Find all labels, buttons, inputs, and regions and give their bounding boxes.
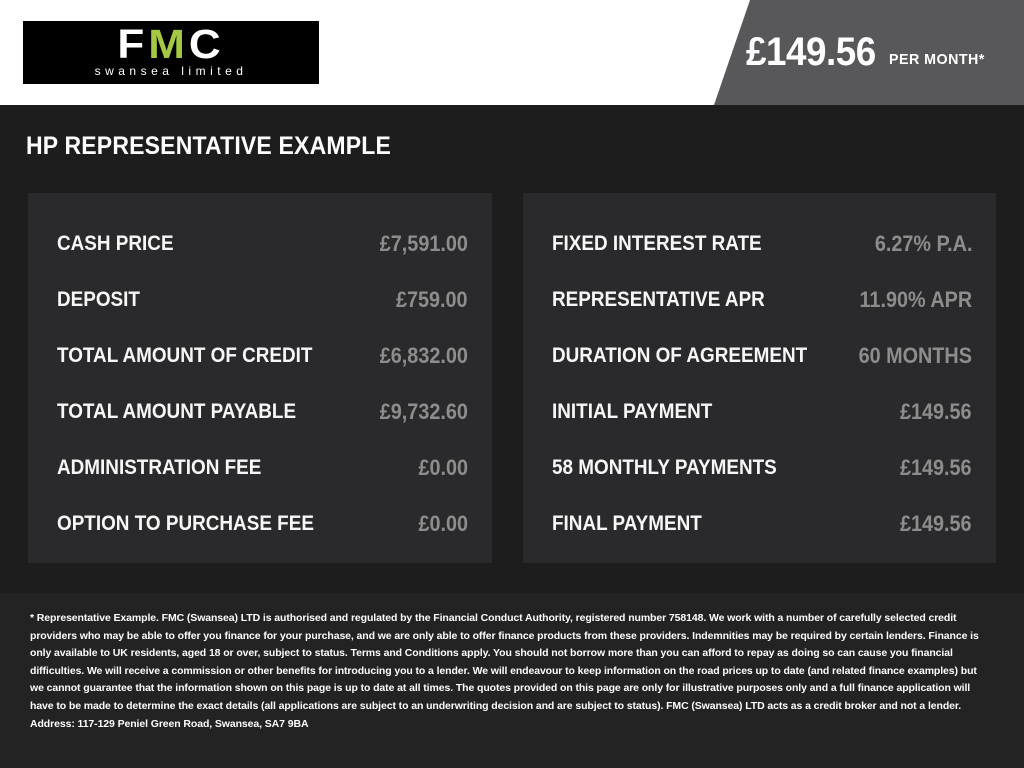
row-label: FINAL PAYMENT xyxy=(552,512,702,535)
logo-letter-c: C xyxy=(188,22,225,68)
logo-letter-m: M xyxy=(148,22,189,68)
row-value: £0.00 xyxy=(418,511,468,536)
monthly-price-amount: £149.56 xyxy=(746,30,876,74)
finance-row-total-payable: TOTAL AMOUNT PAYABLE £9,732.60 xyxy=(28,384,492,440)
finance-row-monthly-payments: 58 MONTHLY PAYMENTS £149.56 xyxy=(523,440,996,496)
row-label: DURATION OF AGREEMENT xyxy=(552,344,808,367)
fmc-logo: F M C swansea limited xyxy=(23,21,319,84)
page-title: HP REPRESENTATIVE EXAMPLE xyxy=(26,132,392,160)
row-label: CASH PRICE xyxy=(57,232,174,255)
page-header: F M C swansea limited £149.56 PER MONTH* xyxy=(0,0,1024,105)
monthly-price-banner: £149.56 PER MONTH* xyxy=(714,0,1024,105)
row-label: TOTAL AMOUNT OF CREDIT xyxy=(57,344,313,367)
row-label: 58 MONTHLY PAYMENTS xyxy=(552,456,777,479)
page-footer: * Representative Example. FMC (Swansea) … xyxy=(0,593,1024,768)
finance-row-apr: REPRESENTATIVE APR 11.90% APR xyxy=(523,272,996,328)
row-value: £149.56 xyxy=(900,511,972,536)
row-value: 60 MONTHS xyxy=(858,343,972,368)
row-value: £759.00 xyxy=(396,287,468,312)
row-label: ADMINISTRATION FEE xyxy=(57,456,262,479)
row-value: £149.56 xyxy=(900,455,972,480)
row-label: INITIAL PAYMENT xyxy=(552,400,713,423)
logo-subtitle: swansea limited xyxy=(94,64,248,78)
monthly-price-period: PER MONTH* xyxy=(889,51,985,68)
row-label: DEPOSIT xyxy=(57,288,140,311)
finance-panel-right: FIXED INTEREST RATE 6.27% P.A. REPRESENT… xyxy=(523,193,996,563)
row-value: 11.90% APR xyxy=(859,287,972,312)
row-value: £149.56 xyxy=(900,399,972,424)
finance-row-cash-price: CASH PRICE £7,591.00 xyxy=(28,216,492,272)
finance-row-duration: DURATION OF AGREEMENT 60 MONTHS xyxy=(523,328,996,384)
row-value: 6.27% P.A. xyxy=(874,231,972,256)
row-label: REPRESENTATIVE APR xyxy=(552,288,765,311)
finance-row-deposit: DEPOSIT £759.00 xyxy=(28,272,492,328)
finance-panel-left: CASH PRICE £7,591.00 DEPOSIT £759.00 TOT… xyxy=(28,193,492,563)
finance-row-option-fee: OPTION TO PURCHASE FEE £0.00 xyxy=(28,496,492,552)
row-label: OPTION TO PURCHASE FEE xyxy=(57,512,314,535)
finance-row-admin-fee: ADMINISTRATION FEE £0.00 xyxy=(28,440,492,496)
row-label: TOTAL AMOUNT PAYABLE xyxy=(57,400,297,423)
row-value: £9,732.60 xyxy=(379,399,468,424)
finance-row-final-payment: FINAL PAYMENT £149.56 xyxy=(523,496,996,552)
row-value: £7,591.00 xyxy=(379,231,468,256)
row-label: FIXED INTEREST RATE xyxy=(552,232,762,255)
fmc-logo-wordmark: F M C xyxy=(117,22,225,68)
disclaimer-text: * Representative Example. FMC (Swansea) … xyxy=(30,612,979,730)
row-value: £0.00 xyxy=(418,455,468,480)
finance-row-interest-rate: FIXED INTEREST RATE 6.27% P.A. xyxy=(523,216,996,272)
logo-letter-f: F xyxy=(117,22,149,68)
row-value: £6,832.00 xyxy=(379,343,468,368)
finance-row-total-credit: TOTAL AMOUNT OF CREDIT £6,832.00 xyxy=(28,328,492,384)
finance-row-initial-payment: INITIAL PAYMENT £149.56 xyxy=(523,384,996,440)
